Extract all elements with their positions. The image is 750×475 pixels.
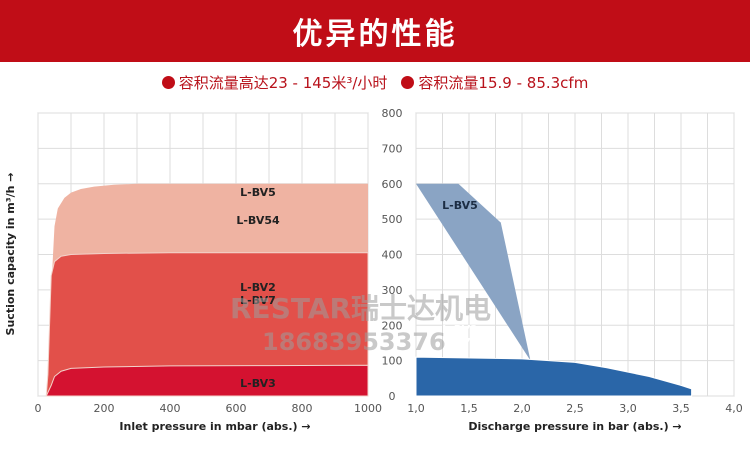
- area-r-bv5: [416, 183, 531, 361]
- subtitle-text-1: 容积流量高达23 - 145米³/小时: [178, 73, 388, 92]
- label-l-bv3: L-BV3: [240, 377, 276, 390]
- left-y-axis-label: Suction capacity in m³/h →: [4, 173, 17, 336]
- label-l-bv54: L-BV54: [236, 214, 280, 227]
- area-l-bv2: [45, 252, 369, 397]
- y-tick-m3h: 700: [382, 142, 403, 155]
- page-title: 优异的性能: [292, 17, 458, 52]
- y-tick-m3h: 500: [382, 213, 403, 226]
- subtitle-item-1: 容积流量高达23 - 145米³/小时: [161, 70, 388, 94]
- right-x-axis-label: Discharge pressure in bar (abs.) →: [468, 420, 681, 433]
- y-tick-m3h: 0: [389, 390, 396, 403]
- y-tick-m3h: 300: [382, 284, 403, 297]
- bullet-dot-icon: [161, 75, 175, 89]
- right-x-tick-label: 2,0: [513, 402, 531, 415]
- subtitle-row: 容积流量高达23 - 145米³/小时 容积流量15.9 - 85.3cfm: [0, 70, 750, 94]
- left-x-tick-label: 200: [94, 402, 115, 415]
- label-l-bv7: L-BV7: [240, 294, 276, 307]
- left-x-tick-label: 600: [226, 402, 247, 415]
- right-x-tick-label: 1,0: [407, 402, 425, 415]
- label-l-bv2: L-BV2: [240, 281, 276, 294]
- label-l-bv5: L-BV5: [240, 186, 276, 199]
- y-tick-m3h: 600: [382, 178, 403, 191]
- y-tick-m3h: 100: [382, 355, 403, 368]
- left-x-tick-label: 800: [292, 402, 313, 415]
- right-x-tick-label: 1,5: [460, 402, 478, 415]
- right-x-tick-label: 4,0: [725, 402, 743, 415]
- label-r-bv2: L-BV2: [442, 323, 478, 336]
- left-x-tick-label: 1000: [354, 402, 382, 415]
- watermark-phone: 18683953376: [262, 328, 446, 356]
- left-x-axis-label: Inlet pressure in mbar (abs.) →: [119, 420, 310, 433]
- label-r-bv7: L-BV7: [442, 336, 478, 349]
- left-x-tick-label: 400: [160, 402, 181, 415]
- label-r-bv5: L-BV5: [442, 199, 478, 212]
- header-banner: 优异的性能: [0, 0, 750, 62]
- area-r-bv2: [415, 356, 693, 397]
- right-x-tick-label: 3,0: [619, 402, 637, 415]
- y-tick-m3h: 400: [382, 249, 403, 262]
- right-x-tick-label: 2,5: [566, 402, 584, 415]
- right-x-tick-label: 3,5: [672, 402, 690, 415]
- area-l-bv3: [45, 364, 369, 397]
- subtitle-item-2: 容积流量15.9 - 85.3cfm: [401, 70, 588, 94]
- subtitle-text-2: 容积流量15.9 - 85.3cfm: [418, 73, 589, 92]
- watermark-text: RESTAR瑞士达机电: [230, 292, 491, 325]
- bullet-dot-icon: [401, 75, 415, 89]
- y-tick-m3h: 200: [382, 319, 403, 332]
- y-tick-m3h: 800: [382, 107, 403, 120]
- left-x-tick-label: 0: [35, 402, 42, 415]
